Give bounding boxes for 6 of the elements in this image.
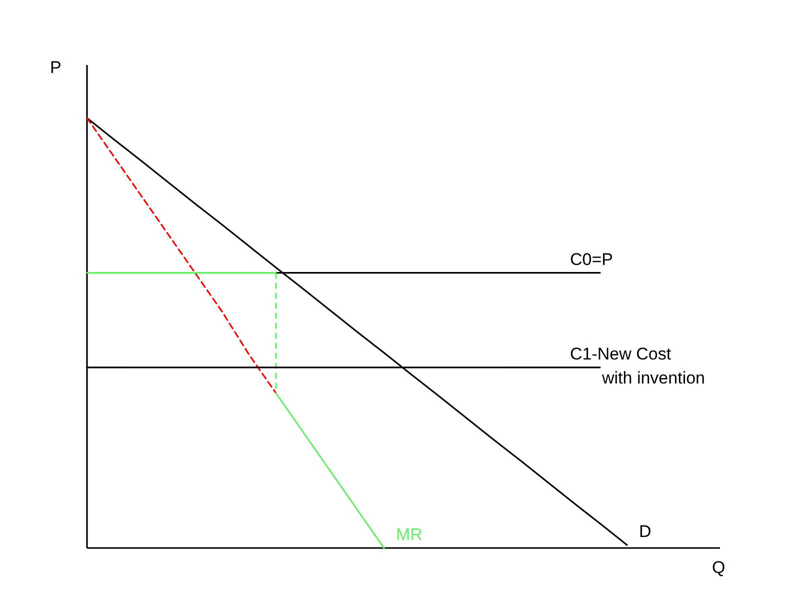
series-label: D — [639, 522, 652, 541]
series-label: MR — [396, 525, 422, 544]
x-axis-title: Q — [712, 558, 726, 577]
y-axis-title: P — [50, 58, 62, 77]
series-label: C1-New Cost with invention — [570, 344, 706, 388]
series-label: C0=P — [570, 250, 613, 269]
